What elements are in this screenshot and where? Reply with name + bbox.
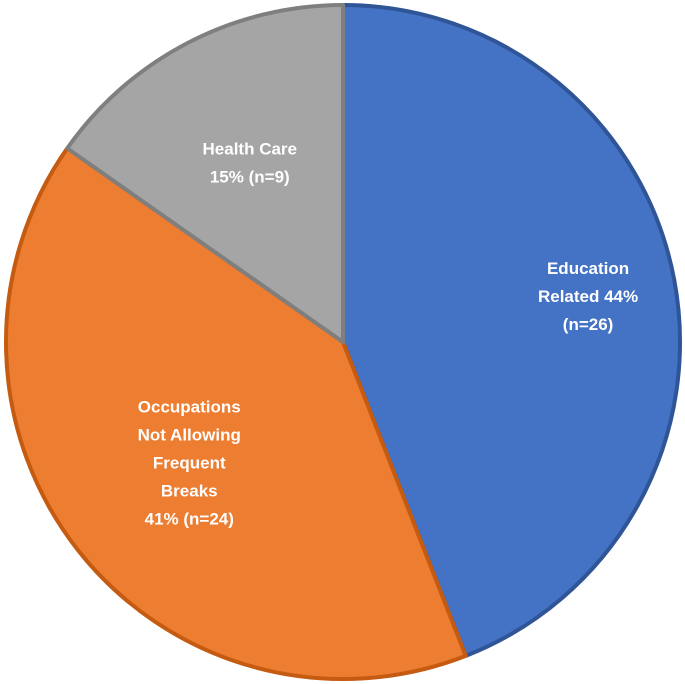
- pie-slices: [4, 3, 682, 681]
- pie-slice-education-related: [341, 3, 682, 658]
- slice-label-line: Frequent: [153, 453, 226, 472]
- slice-label-education-related: Education Related 44% (n=26): [538, 258, 638, 333]
- pie-slice-health-care: [65, 3, 345, 344]
- pie-labels: Education Related 44% (n=26) Occupations Not…: [138, 139, 639, 528]
- slice-label-line: Not Allowing: [138, 425, 241, 444]
- slice-label-line: 15% (n=9): [210, 167, 290, 186]
- slice-label-line: Health Care: [203, 139, 297, 158]
- slice-label-health-care: Health Care 15% (n=9): [203, 139, 297, 186]
- slice-label-occupations-not-allowing-frequent-breaks: Occupations Not Allowing Frequent Breaks 41%…: [138, 397, 241, 528]
- slice-label-line: Breaks: [161, 481, 218, 500]
- slice-label-line: Occupations: [138, 397, 241, 416]
- slice-label-line: Related 44%: [538, 286, 638, 305]
- pie-slice-occupations-not-allowing-frequent-breaks: [4, 146, 468, 681]
- slice-label-line: (n=26): [563, 314, 614, 333]
- slice-label-line: Education: [547, 258, 629, 277]
- slice-label-line: 41% (n=24): [145, 509, 234, 528]
